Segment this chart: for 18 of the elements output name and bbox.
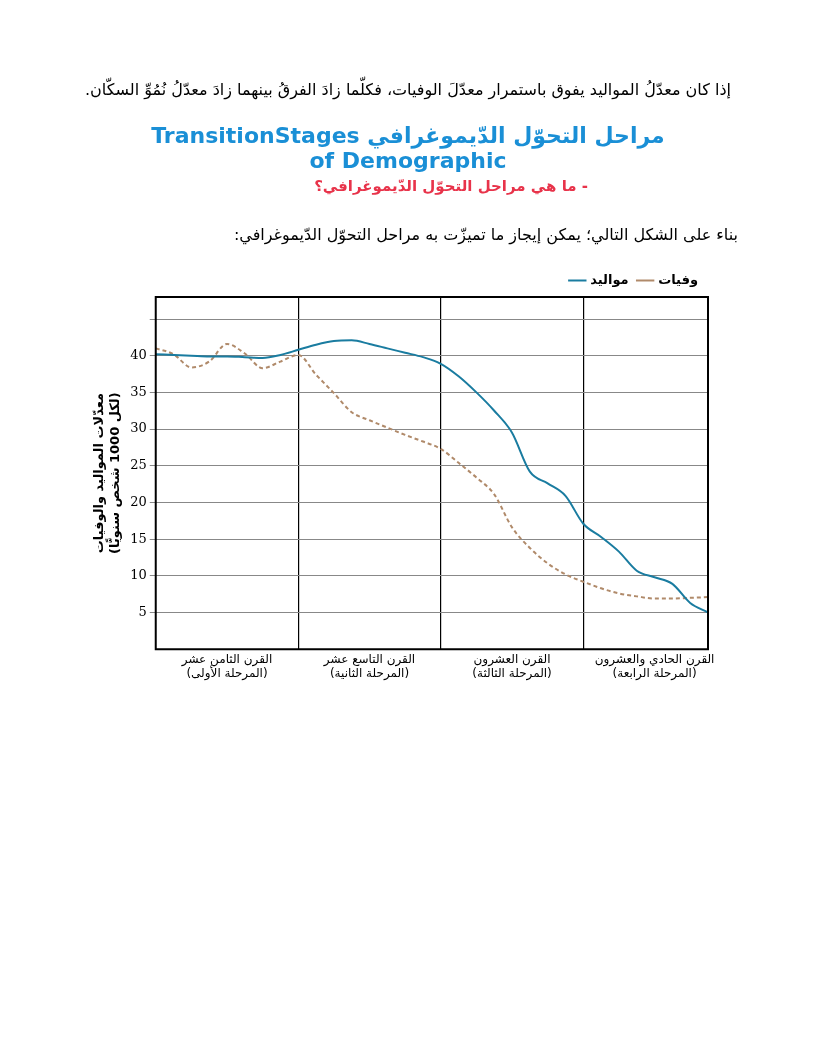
x-tick-label: القرن الحادي والعشرون (المرحلة الرابعة) <box>594 651 715 681</box>
legend-label: وفيات <box>658 271 699 287</box>
y-tick-label: 5 <box>138 603 147 619</box>
text: بناء على الشكل التالي؛ يمكن إيجاز ما تميزّت به مراحل التحوّل الدّيموغرافي: <box>232 225 738 244</box>
y-tick-label: 20 <box>130 493 147 509</box>
y-axis-title: معدّلات المواليد والوفيات (لكل 1000 شخص سنويًّا) <box>91 392 122 554</box>
y-tick-label: 40 <box>130 347 147 363</box>
chart-title: مراحل التحوّل الدّيموغرافي TransitionStages of Demographic <box>150 123 666 173</box>
x-tick-label: القرن العشرون (المرحلة الثالثة) <box>472 651 552 681</box>
x-tick-label: القرن التاسع عشر (المرحلة الثانية) <box>322 651 416 681</box>
y-tick-label: 15 <box>130 530 147 546</box>
chart-subtitle: - ما هي مراحل التحوّل الدّيموغرافي؟ <box>313 177 589 195</box>
y-tick-label: 25 <box>130 457 147 473</box>
x-tick-label: القرن الثامن عشر (المرحلة الأولى) <box>180 651 273 681</box>
legend-label: مواليد <box>590 271 629 287</box>
y-tick-label: 30 <box>130 420 147 436</box>
y-tick-label: 35 <box>130 383 147 399</box>
y-tick-label: 10 <box>130 567 147 583</box>
